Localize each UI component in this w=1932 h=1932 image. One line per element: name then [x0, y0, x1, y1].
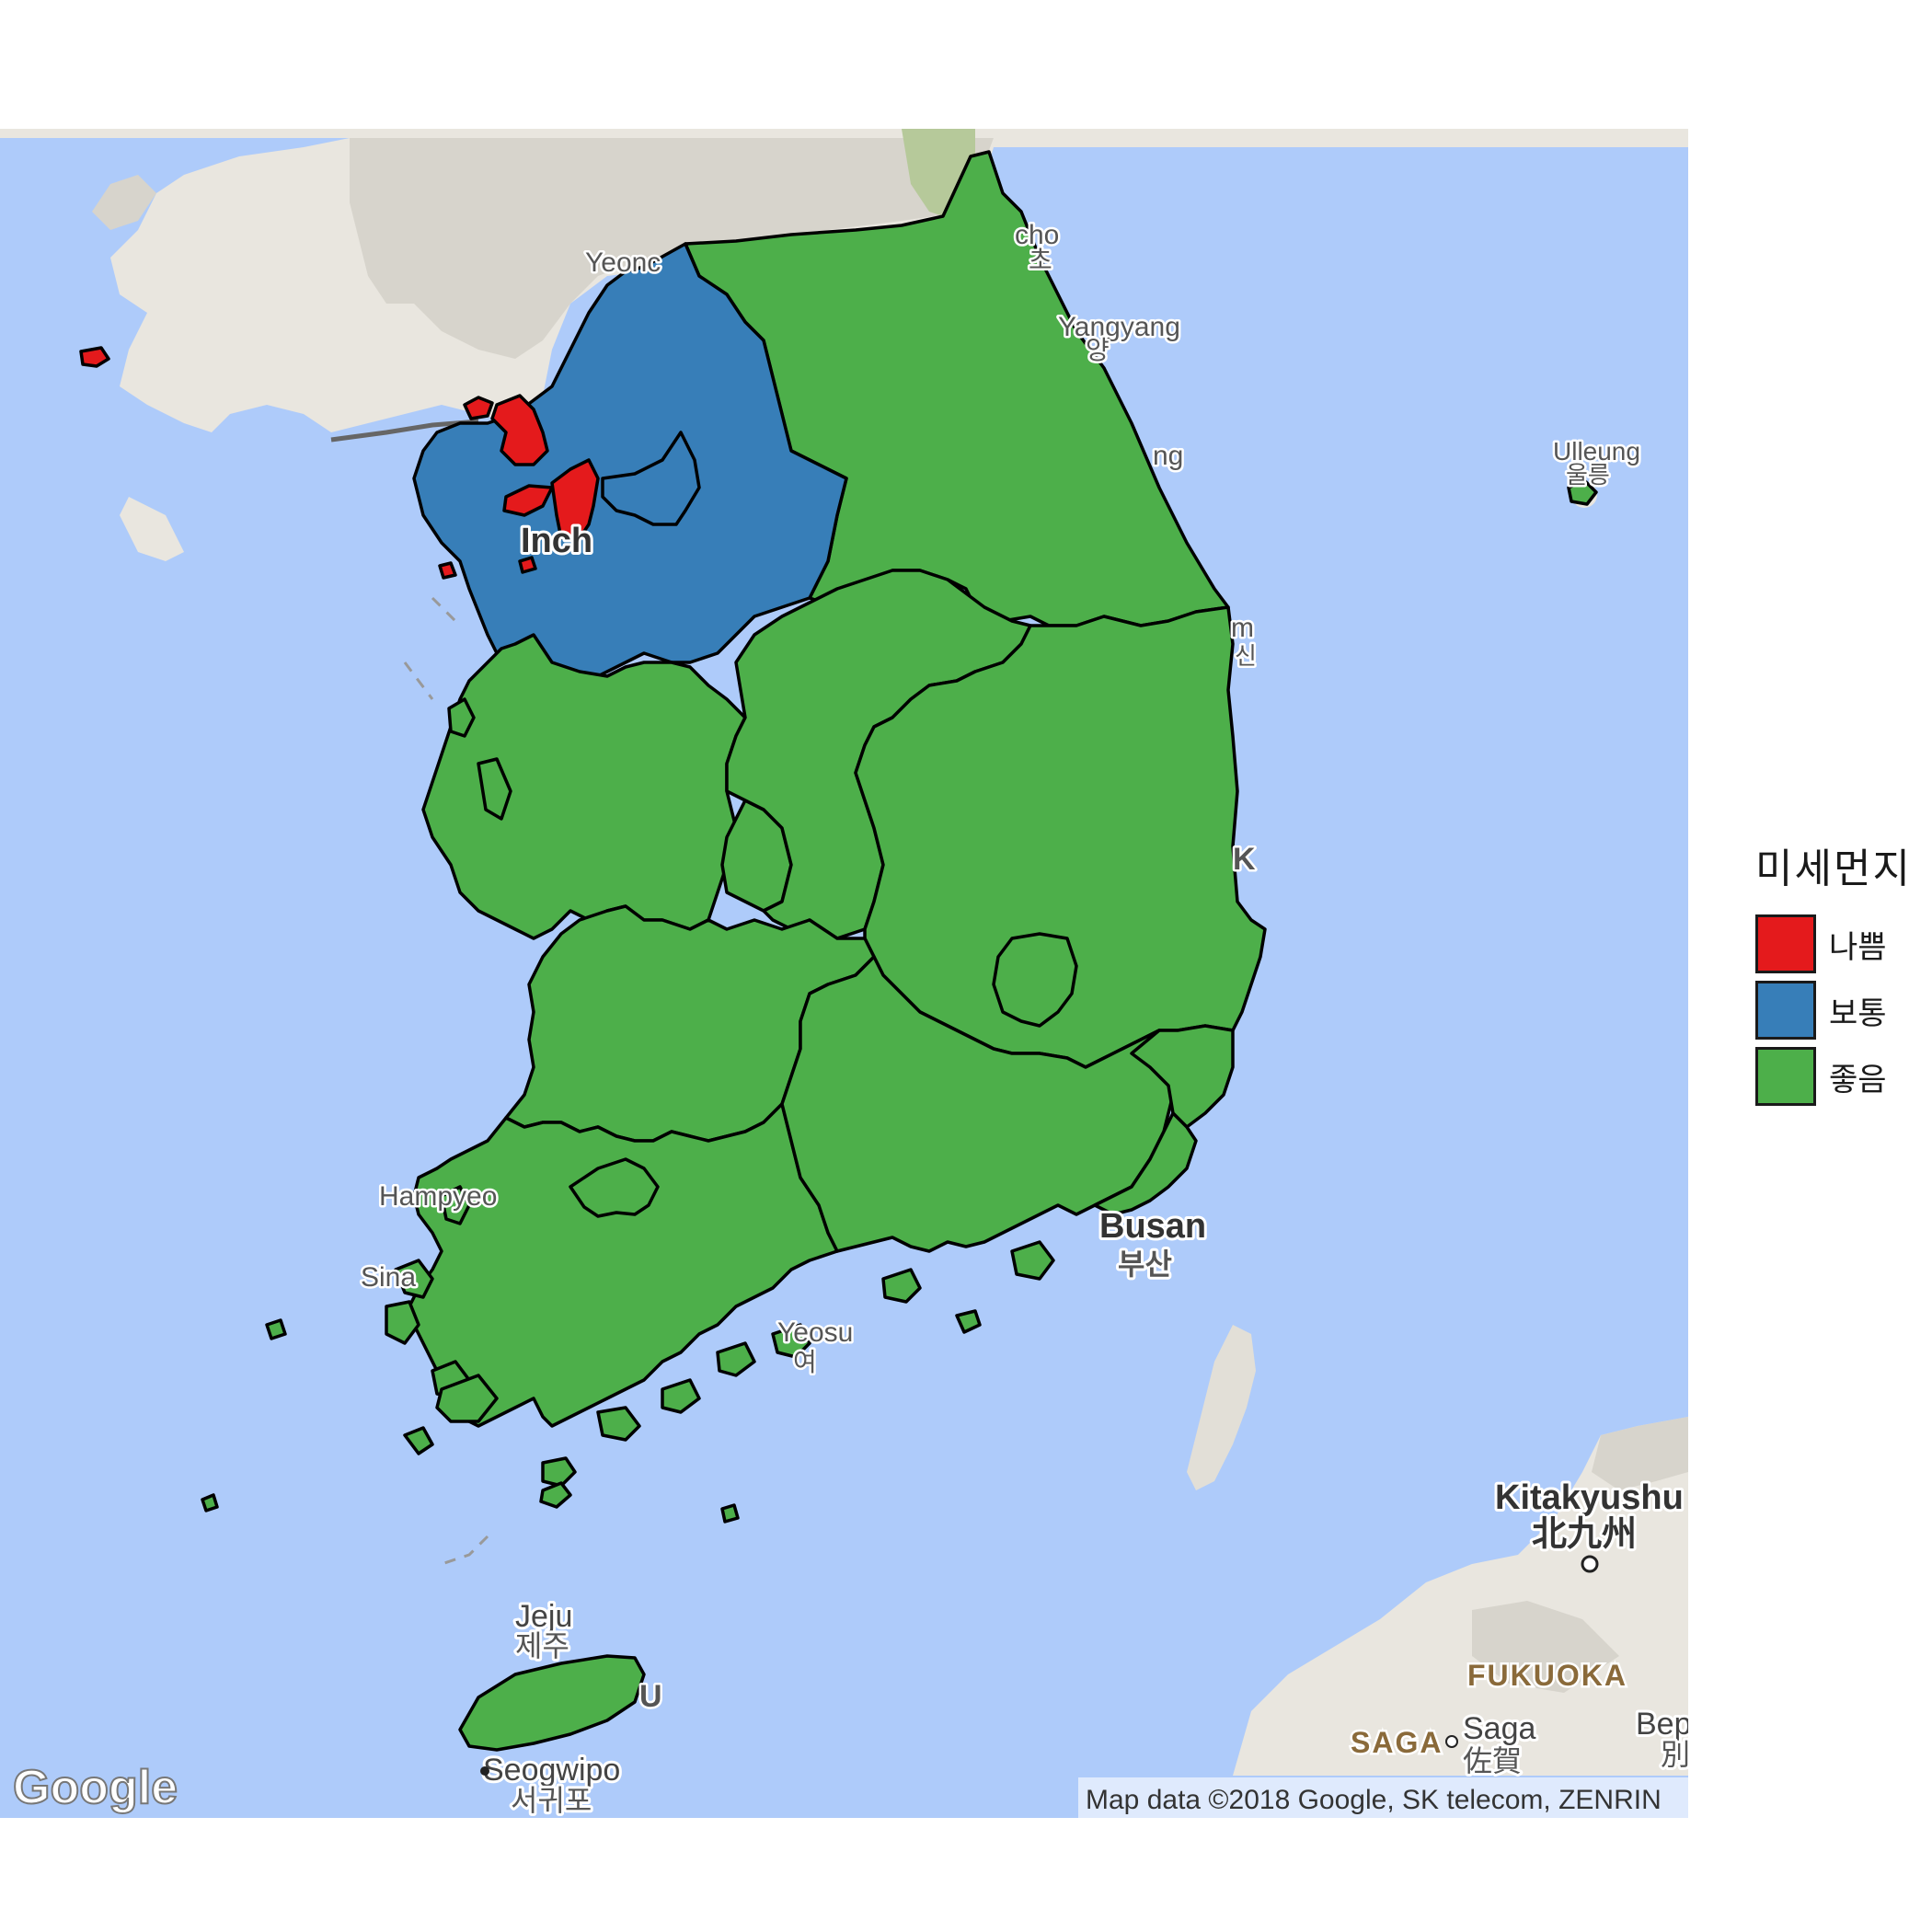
- province-busan[interactable]: [1093, 1111, 1198, 1216]
- label-ulleung: Ulleung: [1553, 437, 1640, 466]
- legend-swatch-good: [1755, 1047, 1816, 1106]
- basemap-labels: Yeonc cho 초 Yangyang 양 ng Ulleung 울릉 Inc…: [359, 218, 1689, 1819]
- island-group-10[interactable]: [661, 1378, 701, 1414]
- label-yangyang: Yangyang: [1058, 312, 1180, 342]
- label-sinan: Sina: [361, 1262, 416, 1293]
- island-group-5[interactable]: [435, 1374, 499, 1423]
- label-beppu: Bep: [1636, 1707, 1688, 1742]
- label-incheon: Inch: [521, 522, 592, 560]
- province-chungnam[interactable]: [421, 633, 747, 940]
- kitakyushu-dot: [1581, 1555, 1599, 1573]
- label-kitakyushu-ko: 北九州: [1532, 1515, 1637, 1554]
- province-jeonnam[interactable]: [408, 1102, 839, 1428]
- island-group-12[interactable]: [771, 1323, 811, 1359]
- province-layer: [79, 150, 1598, 1752]
- island-group-7[interactable]: [403, 1426, 434, 1455]
- label-samcheok: m: [1231, 613, 1254, 643]
- legend-swatch-normal: [1755, 981, 1816, 1040]
- island-group-2[interactable]: [394, 1259, 434, 1299]
- legend-item-good: 좋음: [1755, 1043, 1921, 1110]
- label-samcheok-ko: 신: [1235, 642, 1257, 670]
- island-group-6[interactable]: [265, 1318, 287, 1340]
- saga-dot: [1445, 1735, 1458, 1748]
- map-canvas[interactable]: Yeonc cho 초 Yangyang 양 ng Ulleung 울릉 Inc…: [0, 129, 1688, 1818]
- label-yeosu-ko: 여: [793, 1348, 817, 1376]
- province-incheon-islands-6[interactable]: [518, 556, 537, 574]
- legend: 미세먼지 나쁨 보통 좋음: [1755, 835, 1921, 1110]
- province-ulleung[interactable]: [1567, 478, 1598, 506]
- province-incheon-islands-4[interactable]: [79, 346, 110, 368]
- label-pohang: K: [1233, 842, 1256, 877]
- label-saga-pref: SAGA: [1351, 1726, 1443, 1759]
- label-gangneung: ng: [1153, 441, 1183, 471]
- island-group-14[interactable]: [1010, 1240, 1055, 1281]
- label-ulleung-ko: 울릉: [1566, 461, 1610, 489]
- legend-swatch-bad: [1755, 914, 1816, 973]
- label-jeju-province: U: [639, 1679, 662, 1714]
- label-sokcho: cho: [1015, 220, 1059, 250]
- label-yeosu: Yeosu: [777, 1317, 853, 1348]
- province-incheon[interactable]: [550, 458, 600, 540]
- label-jeju-ko: 제주: [515, 1628, 569, 1663]
- label-busan-ko: 부산: [1118, 1247, 1172, 1282]
- label-seogwipo-ko: 서귀포: [511, 1783, 592, 1818]
- province-daegu[interactable]: [992, 932, 1078, 1028]
- basemap-land: [0, 129, 1688, 1776]
- attribution-background: [1078, 1777, 1688, 1818]
- legend-item-bad: 나쁨: [1755, 911, 1921, 977]
- google-logo[interactable]: Google: [12, 1760, 178, 1815]
- attribution-text[interactable]: Map data ©2018 Google, SK telecom, ZENRI…: [1086, 1785, 1662, 1815]
- island-group-18[interactable]: [720, 1503, 740, 1524]
- island-group-15[interactable]: [955, 1309, 982, 1334]
- label-seogwipo: Seogwipo: [483, 1753, 620, 1788]
- legend-item-normal: 보통: [1755, 977, 1921, 1043]
- label-saga-ko: 佐賀: [1463, 1743, 1522, 1778]
- province-seoul[interactable]: [601, 431, 701, 526]
- map-panel[interactable]: Yeonc cho 초 Yangyang 양 ng Ulleung 울릉 Inc…: [0, 129, 1688, 1818]
- island-group-13[interactable]: [881, 1268, 922, 1304]
- province-incheon-islands-3[interactable]: [502, 484, 554, 517]
- label-yangyang-ko: 양: [1086, 336, 1110, 364]
- label-busan: Busan: [1099, 1207, 1206, 1246]
- province-ulsan[interactable]: [1130, 1024, 1235, 1129]
- island-group-11[interactable]: [716, 1341, 756, 1377]
- label-fukuoka: FUKUOKA: [1467, 1659, 1627, 1692]
- label-kitakyushu: Kitakyushu: [1495, 1478, 1684, 1517]
- label-hampyeong: Hampyeo: [379, 1181, 497, 1212]
- province-gwangju[interactable]: [569, 1157, 660, 1218]
- legend-label-good: 좋음: [1829, 1061, 1887, 1098]
- legend-label-bad: 나쁨: [1829, 928, 1887, 966]
- province-incheon-islands-1[interactable]: [490, 394, 549, 466]
- island-group-16[interactable]: [539, 1481, 572, 1509]
- province-jeju[interactable]: [458, 1654, 646, 1752]
- island-group-1[interactable]: [440, 1185, 471, 1225]
- island-group-17[interactable]: [201, 1493, 219, 1512]
- island-group-20[interactable]: [477, 757, 512, 821]
- island-group-19[interactable]: [447, 697, 476, 738]
- label-sokcho-ko: 초: [1029, 246, 1052, 274]
- label-beppu-ko: 別: [1661, 1737, 1688, 1772]
- seogwipo-dot: [480, 1766, 489, 1776]
- legend-label-normal: 보통: [1829, 995, 1887, 1032]
- province-incheon-islands-5[interactable]: [438, 561, 457, 580]
- legend-title: 미세먼지: [1755, 845, 1912, 892]
- island-group-8[interactable]: [541, 1456, 577, 1488]
- island-group-3[interactable]: [385, 1300, 420, 1345]
- province-incheon-islands-2[interactable]: [463, 396, 494, 420]
- label-yeonan: Yeonc: [585, 247, 661, 278]
- label-jeju: Jeju: [515, 1599, 572, 1634]
- label-saga: Saga: [1463, 1711, 1535, 1746]
- island-group-9[interactable]: [596, 1406, 641, 1442]
